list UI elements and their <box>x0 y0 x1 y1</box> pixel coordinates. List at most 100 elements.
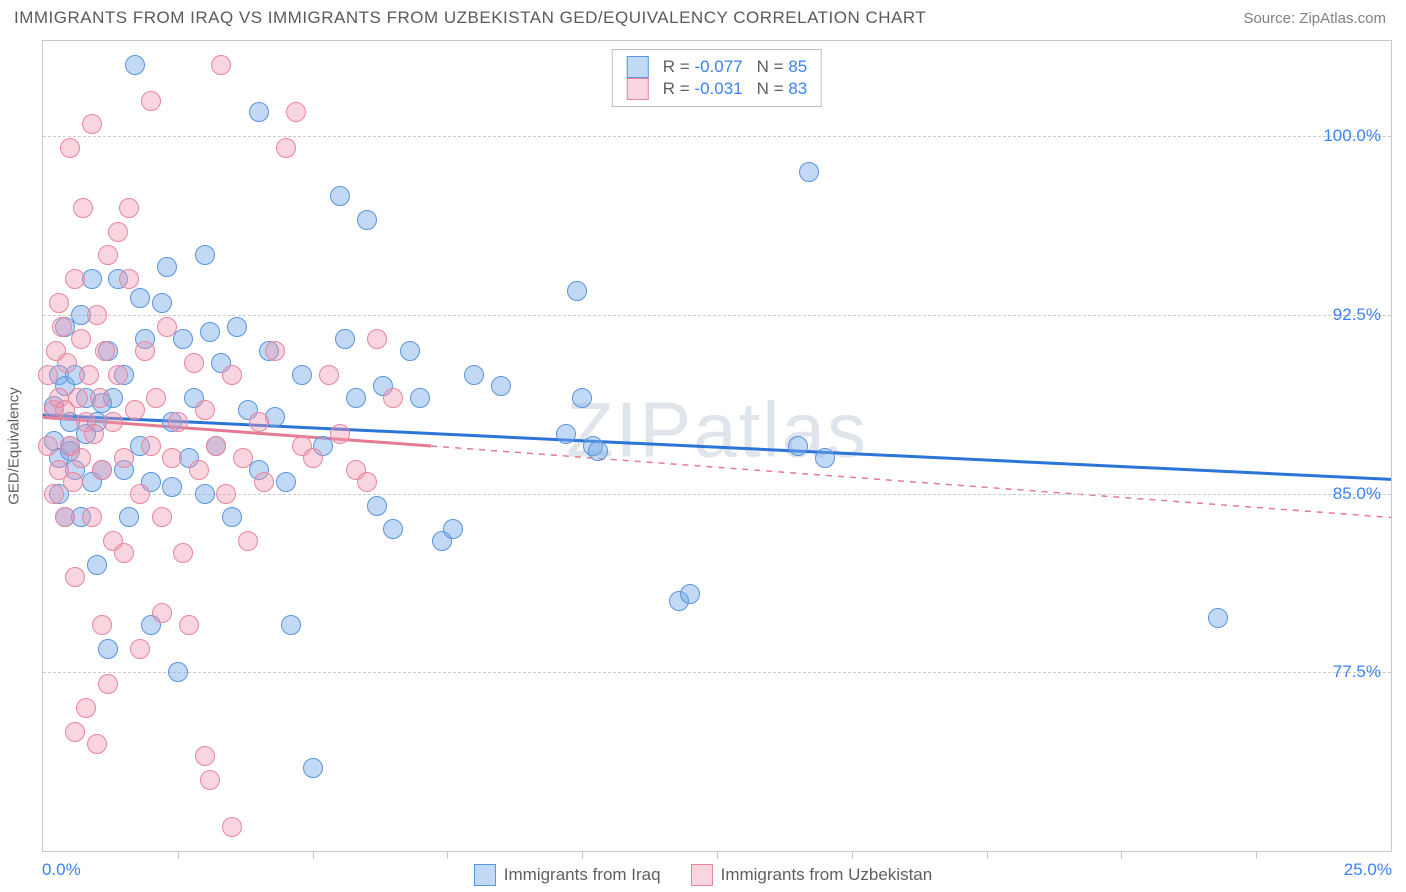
data-point <box>76 698 96 718</box>
data-point <box>90 388 110 408</box>
y-axis-label: GED/Equivalency <box>6 387 23 505</box>
data-point <box>222 817 242 837</box>
data-point <box>49 293 69 313</box>
legend-swatch-blue <box>627 56 649 78</box>
y-tick-label: 92.5% <box>1333 305 1381 325</box>
data-point <box>65 567 85 587</box>
x-tick <box>178 851 179 859</box>
x-tick <box>1256 851 1257 859</box>
data-point <box>335 329 355 349</box>
data-point <box>103 412 123 432</box>
data-point <box>130 288 150 308</box>
data-point <box>152 603 172 623</box>
data-point <box>815 448 835 468</box>
x-tick <box>717 851 718 859</box>
data-point <box>200 322 220 342</box>
data-point <box>98 245 118 265</box>
data-point <box>98 639 118 659</box>
legend-label-iraq: Immigrants from Iraq <box>504 865 661 885</box>
data-point <box>195 245 215 265</box>
data-point <box>410 388 430 408</box>
data-point <box>491 376 511 396</box>
data-point <box>799 162 819 182</box>
gridline <box>43 672 1391 673</box>
data-point <box>216 484 236 504</box>
data-point <box>249 102 269 122</box>
data-point <box>157 257 177 277</box>
data-point <box>276 138 296 158</box>
gridline <box>43 136 1391 137</box>
data-point <box>162 477 182 497</box>
legend-swatch-uzbekistan <box>691 864 713 886</box>
gridline <box>43 494 1391 495</box>
data-point <box>114 448 134 468</box>
data-point <box>125 55 145 75</box>
data-point <box>222 507 242 527</box>
data-point <box>119 198 139 218</box>
data-point <box>195 400 215 420</box>
legend-label-uzbekistan: Immigrants from Uzbekistan <box>721 865 933 885</box>
data-point <box>249 412 269 432</box>
data-point <box>82 114 102 134</box>
correlation-legend: R = -0.077 N = 85 R = -0.031 N = 83 <box>612 49 822 107</box>
x-tick <box>1121 851 1122 859</box>
legend-item-uzbekistan: Immigrants from Uzbekistan <box>691 864 933 886</box>
x-tick <box>582 851 583 859</box>
data-point <box>265 341 285 361</box>
data-point <box>125 400 145 420</box>
data-point <box>135 341 155 361</box>
data-point <box>73 198 93 218</box>
data-point <box>222 365 242 385</box>
data-point <box>141 91 161 111</box>
data-point <box>319 365 339 385</box>
data-point <box>238 531 258 551</box>
data-point <box>87 305 107 325</box>
data-point <box>146 388 166 408</box>
data-point <box>195 746 215 766</box>
data-point <box>114 543 134 563</box>
data-point <box>65 722 85 742</box>
data-point <box>92 460 112 480</box>
gridline <box>43 315 1391 316</box>
data-point <box>367 329 387 349</box>
data-point <box>788 436 808 456</box>
data-point <box>227 317 247 337</box>
y-tick-label: 85.0% <box>1333 484 1381 504</box>
data-point <box>162 448 182 468</box>
data-point <box>303 758 323 778</box>
y-tick-label: 77.5% <box>1333 662 1381 682</box>
data-point <box>173 329 193 349</box>
y-tick-label: 100.0% <box>1323 126 1381 146</box>
data-point <box>87 555 107 575</box>
data-point <box>189 460 209 480</box>
data-point <box>71 448 91 468</box>
data-point <box>233 448 253 468</box>
data-point <box>200 770 220 790</box>
data-point <box>84 424 104 444</box>
data-point <box>556 424 576 444</box>
legend-swatch-iraq <box>474 864 496 886</box>
series-legend: Immigrants from Iraq Immigrants from Uzb… <box>0 864 1406 886</box>
data-point <box>157 317 177 337</box>
data-point <box>680 584 700 604</box>
data-point <box>330 186 350 206</box>
data-point <box>152 507 172 527</box>
data-point <box>119 269 139 289</box>
legend-row-pink: R = -0.031 N = 83 <box>627 78 807 100</box>
x-tick <box>313 851 314 859</box>
data-point <box>130 639 150 659</box>
source-attribution: Source: ZipAtlas.com <box>1243 10 1386 27</box>
data-point <box>195 484 215 504</box>
data-point <box>286 102 306 122</box>
data-point <box>588 441 608 461</box>
data-point <box>92 615 112 635</box>
data-point <box>184 353 204 373</box>
data-point <box>63 472 83 492</box>
data-point <box>71 329 91 349</box>
data-point <box>367 496 387 516</box>
data-point <box>464 365 484 385</box>
x-tick <box>987 851 988 859</box>
data-point <box>168 662 188 682</box>
data-point <box>211 55 231 75</box>
data-point <box>346 388 366 408</box>
